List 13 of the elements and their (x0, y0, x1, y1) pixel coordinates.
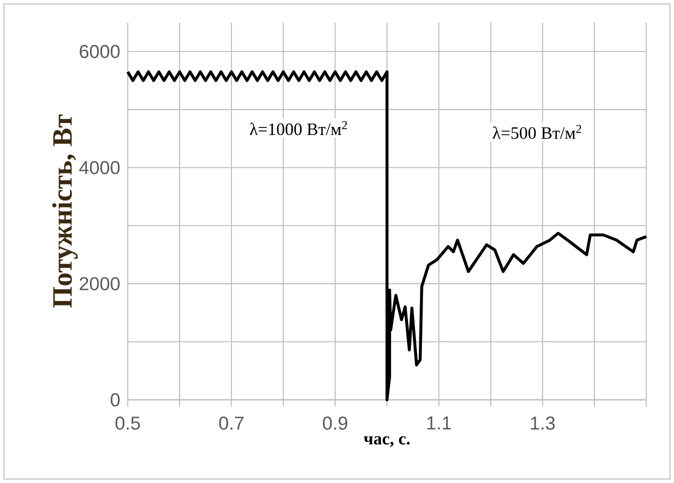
x-tick-label: 1.1 (427, 416, 451, 430)
y-tick-label: 6000 (80, 44, 120, 58)
x-tick-label: 0.5 (115, 416, 140, 430)
annotation: λ=1000 Вт/м$^{2}$ (250, 121, 347, 136)
x-tick-label: 0.9 (322, 416, 348, 430)
y-tick-label: 2000 (80, 277, 120, 290)
y-tick-label: 0 (110, 393, 120, 406)
y-tick-label: 4000 (79, 160, 120, 174)
x-tick-label: 1.3 (531, 416, 555, 430)
x-axis-title: час, с. (364, 436, 410, 448)
x-tick-label: 0.7 (219, 416, 244, 430)
y-axis-title: Потужність, Вт (52, 114, 78, 308)
annotation: λ=500 Вт/м$^{2}$ (492, 124, 582, 139)
